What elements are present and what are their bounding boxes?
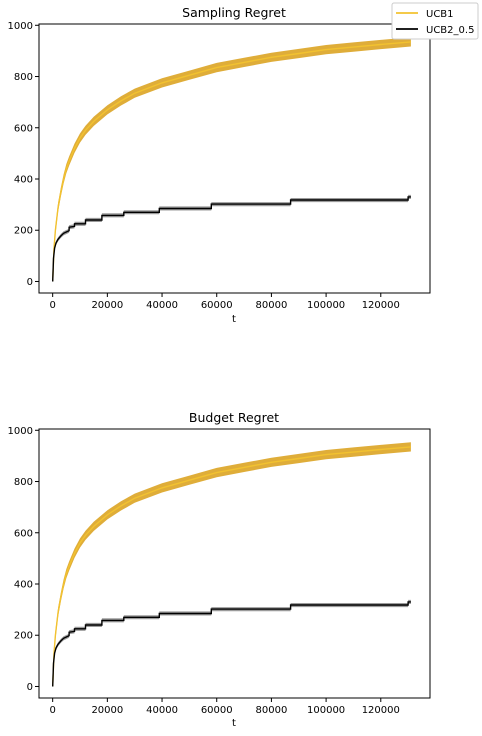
x-tick-label: 40000 (146, 705, 178, 716)
y-tick-label: 600 (14, 123, 33, 134)
x-tick-label: 100000 (307, 705, 345, 716)
x-tick-label: 40000 (146, 300, 178, 311)
x-axis-label: t (232, 718, 236, 729)
x-axis-ticks: 0 20000 40000 60000 80000 100000 120000 (49, 293, 400, 311)
series-band-ucb2-0-5 (52, 599, 411, 687)
x-tick-label: 60000 (201, 300, 233, 311)
x-axis-ticks: 0 20000 40000 60000 80000 100000 120000 (49, 698, 400, 716)
y-tick-label: 0 (27, 682, 33, 693)
chart-title: Sampling Regret (182, 5, 286, 20)
x-tick-label: 20000 (91, 300, 123, 311)
series-line-ucb2-0-5 (52, 601, 411, 687)
plot-frame (38, 428, 431, 699)
x-tick-label: 0 (49, 300, 55, 311)
x-tick-label: 120000 (362, 300, 400, 311)
y-axis-ticks: 0 200 400 600 800 1000 (8, 21, 39, 288)
series-line-ucb1 (52, 446, 411, 687)
series-line-ucb2-0-5 (52, 196, 411, 282)
plot-area (52, 37, 411, 282)
y-axis-ticks: 0 200 400 600 800 1000 (8, 426, 39, 693)
x-tick-label: 80000 (256, 705, 288, 716)
chart-title: Budget Regret (189, 410, 279, 425)
y-tick-label: 800 (14, 72, 33, 83)
y-tick-label: 400 (14, 174, 33, 185)
series-band-ucb1 (52, 37, 411, 282)
chart-budget-regret: Budget Regret 0 20000 40000 60000 80000 10000… (8, 410, 431, 729)
x-tick-label: 120000 (362, 705, 400, 716)
x-tick-label: 60000 (201, 705, 233, 716)
y-tick-label: 200 (14, 226, 33, 237)
plot-frame (38, 23, 431, 294)
legend-label-ucb2: UCB2_0.5 (426, 25, 474, 36)
x-tick-label: 0 (49, 705, 55, 716)
plot-area (52, 442, 411, 687)
series-band-ucb1 (52, 442, 411, 687)
x-tick-label: 20000 (91, 705, 123, 716)
y-tick-label: 1000 (8, 426, 33, 437)
y-tick-label: 0 (27, 277, 33, 288)
y-tick-label: 600 (14, 528, 33, 539)
x-tick-label: 80000 (256, 300, 288, 311)
y-tick-label: 1000 (8, 21, 33, 32)
series-band-ucb2-0-5 (52, 194, 411, 282)
chart-sampling-regret: Sampling Regret 0 20000 40000 60000 80000 100… (8, 5, 431, 325)
legend-label-ucb1: UCB1 (426, 9, 454, 20)
legend: UCB1 UCB2_0.5 (391, 2, 479, 40)
y-tick-label: 400 (14, 579, 33, 590)
series-line-ucb1 (52, 41, 411, 282)
x-tick-label: 100000 (307, 300, 345, 311)
y-tick-label: 800 (14, 477, 33, 488)
x-axis-label: t (232, 314, 236, 325)
y-tick-label: 200 (14, 631, 33, 642)
legend-box (391, 2, 479, 40)
